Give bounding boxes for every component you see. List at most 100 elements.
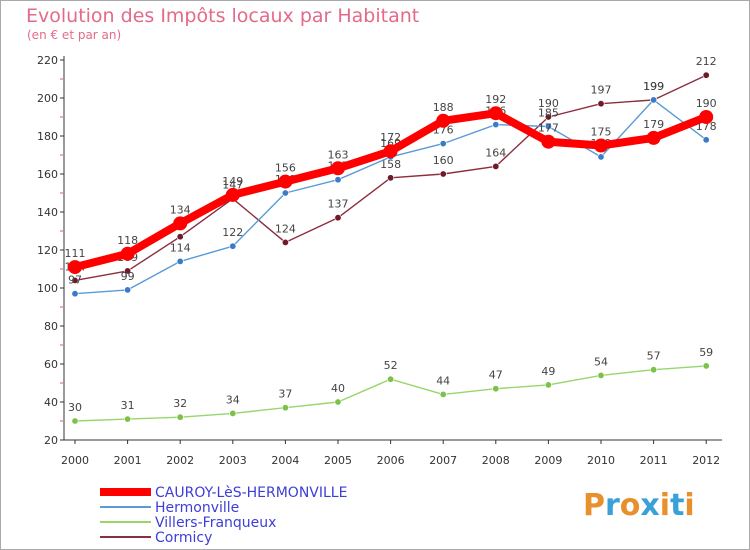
data-label: 59: [699, 346, 713, 359]
data-point: [281, 238, 289, 246]
data-label: 134: [170, 203, 191, 216]
data-point: [702, 136, 710, 144]
data-label: 199: [643, 80, 664, 93]
data-label: 147: [222, 179, 243, 192]
data-point: [597, 100, 605, 108]
y-tick-label: 100: [37, 282, 58, 295]
y-tick-label: 200: [37, 92, 58, 105]
data-point: [124, 267, 132, 275]
series-hermonville: 9799114122150157169176186185169199178: [68, 80, 717, 298]
data-point: [124, 286, 132, 294]
y-tick-label: 220: [37, 54, 58, 67]
data-point: [492, 162, 500, 170]
data-point: [383, 144, 398, 159]
data-point: [594, 138, 608, 153]
data-label: 37: [278, 388, 292, 401]
data-point: [597, 371, 605, 379]
x-tick-label: 2004: [271, 454, 299, 467]
data-point: [278, 174, 293, 189]
logo-letter: P: [583, 488, 605, 523]
x-tick-label: 2011: [640, 454, 668, 467]
data-label: 32: [173, 397, 187, 410]
x-tick-label: 2003: [219, 454, 247, 467]
data-point: [544, 123, 552, 131]
legend-label: Villers-Franqueux: [155, 515, 276, 531]
y-tick-label: 60: [44, 358, 58, 371]
data-label: 160: [433, 154, 454, 167]
data-point: [439, 140, 447, 148]
data-label: 179: [643, 118, 664, 131]
y-tick-label: 20: [44, 434, 58, 447]
data-label: 185: [538, 107, 559, 120]
data-point: [702, 362, 710, 370]
data-label: 31: [121, 399, 135, 412]
data-point: [492, 121, 500, 129]
data-point: [124, 415, 132, 423]
data-label: 40: [331, 382, 345, 395]
data-label: 149: [222, 175, 243, 188]
data-label: 199: [643, 80, 664, 93]
logo-letter: i: [684, 488, 695, 523]
data-label: 122: [222, 226, 243, 239]
legend-label: Hermonville: [155, 500, 239, 516]
data-point: [702, 71, 710, 79]
data-label: 172: [380, 131, 401, 144]
y-tick-label: 40: [44, 396, 58, 409]
data-point: [597, 153, 605, 161]
series-line: [74, 365, 707, 422]
x-tick-label: 2005: [324, 454, 352, 467]
data-point: [68, 260, 82, 275]
data-label: 111: [65, 247, 86, 260]
data-point: [544, 113, 552, 121]
data-label: 212: [696, 55, 717, 68]
legend-label: CAUROY-LèS-HERMONVILLE: [155, 485, 347, 501]
data-label: 190: [538, 97, 559, 110]
x-tick-label: 2006: [377, 454, 405, 467]
data-point: [176, 257, 184, 265]
data-point: [387, 174, 395, 182]
data-point: [225, 187, 240, 202]
logo-letter: o: [619, 488, 641, 523]
data-label: 124: [275, 222, 296, 235]
data-label: 137: [328, 198, 349, 211]
data-point: [334, 214, 342, 222]
data-label: 114: [170, 241, 191, 254]
data-label: 99: [121, 270, 135, 283]
data-point: [281, 189, 289, 197]
data-point: [281, 404, 289, 412]
data-label: 34: [226, 393, 240, 406]
y-tick-label: 180: [37, 130, 58, 143]
data-point: [699, 110, 714, 124]
data-point: [120, 246, 135, 261]
x-tick-label: 2002: [166, 454, 194, 467]
data-point: [387, 375, 395, 383]
x-tick-label: 2001: [114, 454, 142, 467]
data-label: 30: [68, 401, 82, 414]
data-point: [173, 216, 188, 231]
data-point: [541, 134, 556, 149]
data-point: [492, 385, 500, 393]
series-cormicy: 104109147124137158160164190197199212: [65, 55, 717, 284]
data-point: [176, 413, 184, 421]
logo-letter: t: [670, 488, 685, 523]
y-tick-label: 160: [37, 168, 58, 181]
x-tick-label: 2009: [534, 454, 562, 467]
data-label: 163: [328, 148, 349, 161]
logo-letter: i: [659, 488, 671, 523]
logo-letter: x: [640, 488, 660, 523]
data-label: 175: [591, 126, 612, 139]
data-point: [488, 106, 503, 121]
data-point: [71, 290, 79, 298]
data-point: [650, 96, 658, 104]
data-label: 177: [538, 122, 559, 135]
data-point: [439, 390, 447, 398]
data-point: [436, 113, 451, 128]
x-tick-label: 2007: [429, 454, 457, 467]
data-point: [334, 176, 342, 184]
data-point: [544, 381, 552, 389]
data-label: 158: [380, 158, 401, 171]
logo-letter: r: [605, 488, 620, 523]
legend-label: Cormicy: [155, 530, 212, 546]
